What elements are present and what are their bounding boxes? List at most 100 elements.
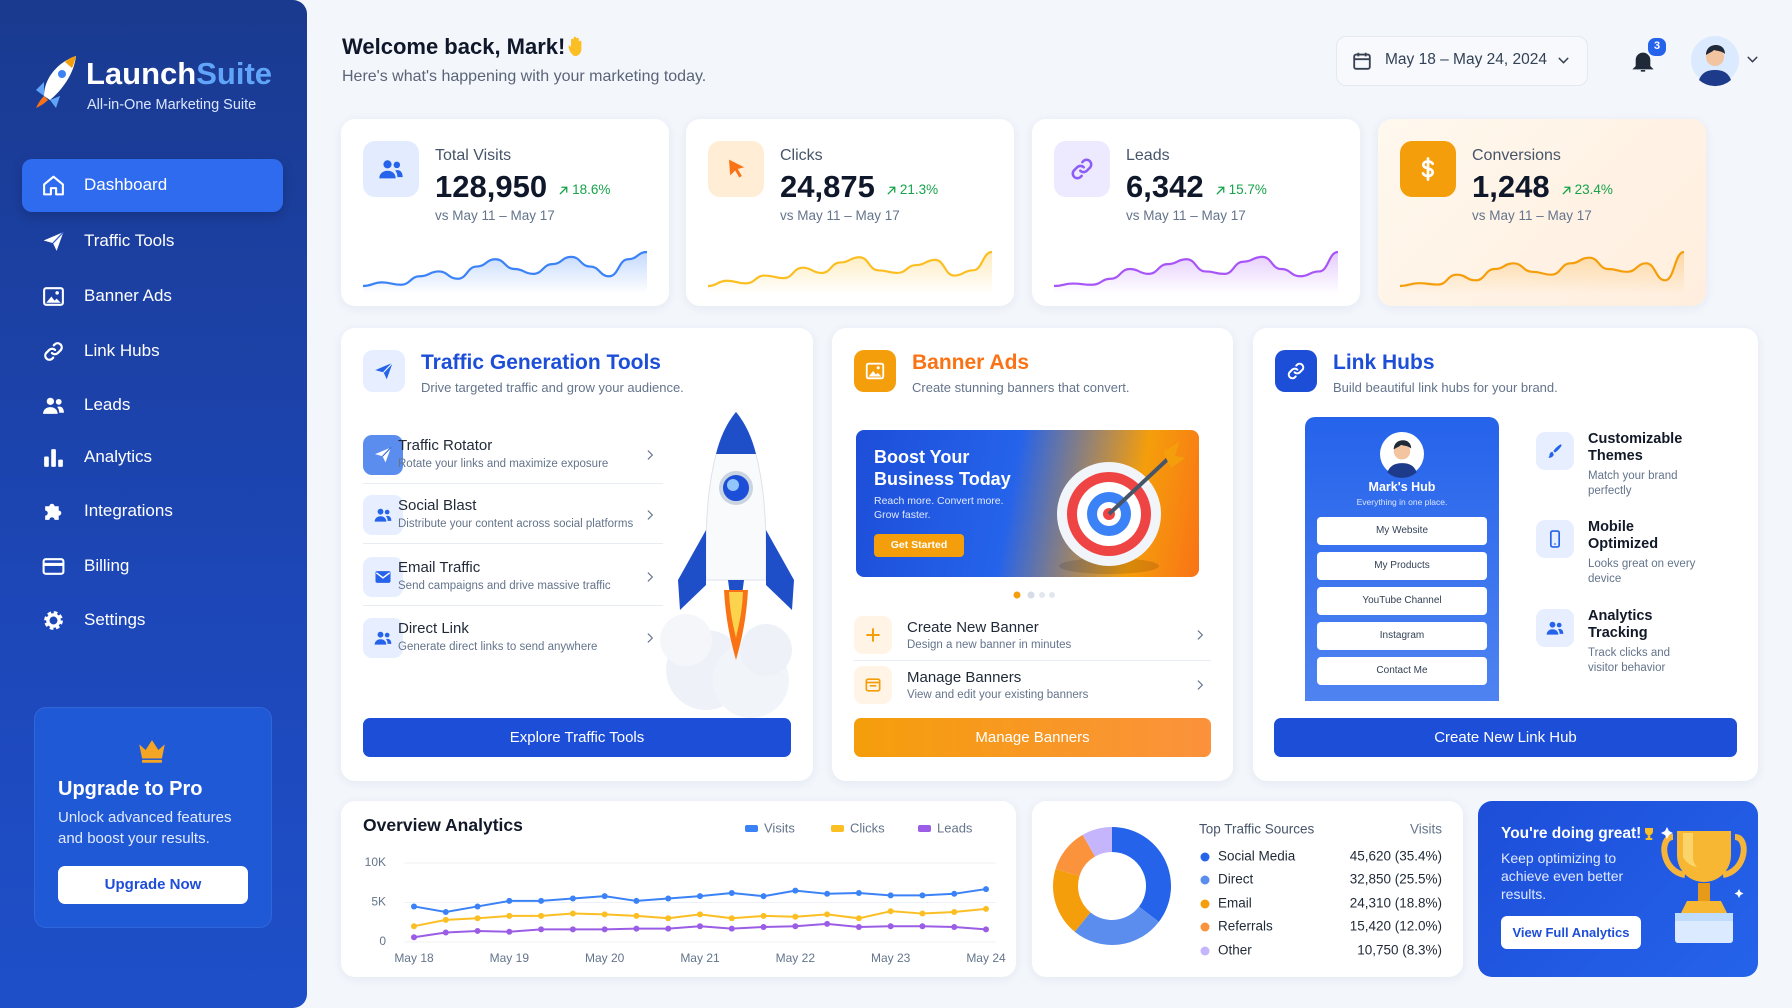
chevron <box>643 508 657 522</box>
legend-dot <box>1200 875 1210 885</box>
tool-glyph <box>373 505 393 525</box>
hub-link[interactable]: YouTube Channel <box>1317 587 1487 615</box>
feature-glyph <box>1545 441 1565 461</box>
legend-label: Other <box>1218 943 1252 958</box>
kpi-glyph-glyph <box>1421 157 1435 181</box>
cheer-title: You're doing great! <box>1501 825 1642 842</box>
value-label: 10,750 (8.3%) <box>1357 943 1442 958</box>
hub-link-label: My Products <box>1374 560 1430 571</box>
sparkline <box>362 250 648 294</box>
nav-item[interactable]: Dashboard <box>22 159 283 212</box>
nav-label: Traffic Tools <box>84 231 175 250</box>
nav-icon <box>41 339 66 364</box>
tool-item[interactable]: Email Traffic Send campaigns and drive ma… <box>341 553 691 601</box>
nav-icon <box>41 445 66 470</box>
tool-glyph-glyph <box>375 447 392 463</box>
nav-icon-glyph <box>43 397 64 414</box>
series-line <box>413 888 987 913</box>
series-point <box>760 912 767 919</box>
panel: Traffic Generation Tools Drive targeted t… <box>341 328 813 781</box>
cheer-button[interactable]: View Full Analytics <box>1501 916 1641 949</box>
hub-link[interactable]: Instagram <box>1317 622 1487 650</box>
legend-dot <box>1200 922 1210 932</box>
kpi-glyph <box>1068 155 1096 183</box>
sparkline-line <box>707 250 993 288</box>
hub-link[interactable]: My Website <box>1317 517 1487 545</box>
kpi-glyph <box>722 155 750 183</box>
feature-icon <box>1536 432 1574 470</box>
nav-item[interactable]: Integrations <box>22 485 283 538</box>
chevron <box>643 448 657 462</box>
kpi-card: Leads 6,342 15.7% vs May 11 – May 17 <box>1032 119 1360 306</box>
tool-desc: Send campaigns and drive massive traffic <box>398 580 611 592</box>
sparkline <box>1053 250 1339 294</box>
panel-icon <box>854 350 896 392</box>
kpi-change: 15.7% <box>1228 182 1267 197</box>
notifications[interactable]: 3 <box>1624 36 1668 80</box>
kpi-change-arrow-glyph <box>559 186 568 195</box>
kpi-compare: vs May 11 – May 17 <box>780 208 900 223</box>
page-title: Welcome back, Mark! <box>342 34 566 59</box>
date-picker[interactable]: May 18 – May 24, 2024 <box>1336 36 1588 86</box>
panel-button[interactable]: Manage Banners <box>854 718 1211 757</box>
nav-icon <box>41 608 66 633</box>
panel-button[interactable]: Create New Link Hub <box>1274 718 1737 757</box>
tool-item[interactable]: Traffic Rotator Rotate your links and max… <box>341 431 691 479</box>
promo-button-label: Get Started <box>890 539 948 551</box>
promo-button[interactable]: Get Started <box>874 534 964 557</box>
feature-title: Mobile Optimized <box>1588 519 1659 552</box>
nav-icon-glyph <box>44 611 63 630</box>
value-label: 24,310 (18.8%) <box>1350 896 1442 911</box>
panel-subtitle: Drive targeted traffic and grow your aud… <box>421 380 684 395</box>
banner-item-glyph <box>863 675 883 695</box>
panel-title: Link Hubs <box>1333 351 1435 374</box>
nav-label: Billing <box>84 556 130 575</box>
sparkline-area <box>1054 252 1338 294</box>
panel-button[interactable]: Explore Traffic Tools <box>363 718 791 757</box>
series-point <box>983 926 989 933</box>
nav-icon <box>41 393 66 418</box>
legend-label: Direct <box>1218 872 1254 887</box>
feature-glyph-glyph <box>1548 444 1562 458</box>
nav-item[interactable]: Billing <box>22 540 283 593</box>
cheer-button-label: View Full Analytics <box>1512 925 1630 940</box>
chevron-glyph <box>647 633 654 643</box>
tool-title: Social Blast <box>398 497 477 514</box>
hub-link[interactable]: Contact Me <box>1317 657 1487 685</box>
tool-item[interactable]: Direct Link Generate direct links to send… <box>341 614 691 662</box>
series-point <box>792 887 799 894</box>
series-point <box>474 915 481 922</box>
banner-item[interactable]: Manage Banners View and edit your existin… <box>832 661 1233 709</box>
hub-link-label: YouTube Channel <box>1362 595 1442 606</box>
series-point <box>760 923 767 930</box>
kpi-card: Conversions 1,248 23.4% vs May 11 – May 17 <box>1378 119 1706 306</box>
series-point <box>887 908 894 915</box>
notification-count: 3 <box>1653 40 1661 52</box>
nav-item[interactable]: Traffic Tools <box>22 215 283 268</box>
bell-icon <box>1630 48 1656 74</box>
nav-item[interactable]: Banner Ads <box>22 270 283 323</box>
series-point <box>633 912 640 919</box>
donut-chart: Top Traffic Sources Visits Social Media 45,… <box>1053 822 1442 958</box>
hub-tagline: Everything in one place. <box>1356 497 1448 507</box>
nav-item[interactable]: Settings <box>22 594 283 647</box>
donut-slice <box>1053 868 1091 932</box>
kpi-icon <box>1400 141 1456 197</box>
series-point <box>824 890 831 897</box>
donut-value-header: Visits <box>1410 822 1442 837</box>
series-point <box>919 892 926 899</box>
nav-item[interactable]: Link Hubs <box>22 325 283 378</box>
banner-item[interactable]: Create New Banner Design a new banner in … <box>832 611 1233 659</box>
legend-swatch <box>745 825 758 832</box>
upgrade-button[interactable]: Upgrade Now <box>58 866 248 904</box>
panel-button-label: Manage Banners <box>975 729 1090 746</box>
avatar-dropdown-glyph <box>1747 56 1758 63</box>
feature-title: Customizable Themes <box>1588 431 1683 464</box>
nav-item[interactable]: Analytics <box>22 431 283 484</box>
feature-desc: Track clicks and visitor behavior <box>1588 647 1671 674</box>
series-point <box>411 923 417 930</box>
tool-item[interactable]: Social Blast Distribute your content acro… <box>341 491 691 539</box>
chevron <box>643 631 657 645</box>
nav-item[interactable]: Leads <box>22 379 283 432</box>
hub-link[interactable]: My Products <box>1317 552 1487 580</box>
